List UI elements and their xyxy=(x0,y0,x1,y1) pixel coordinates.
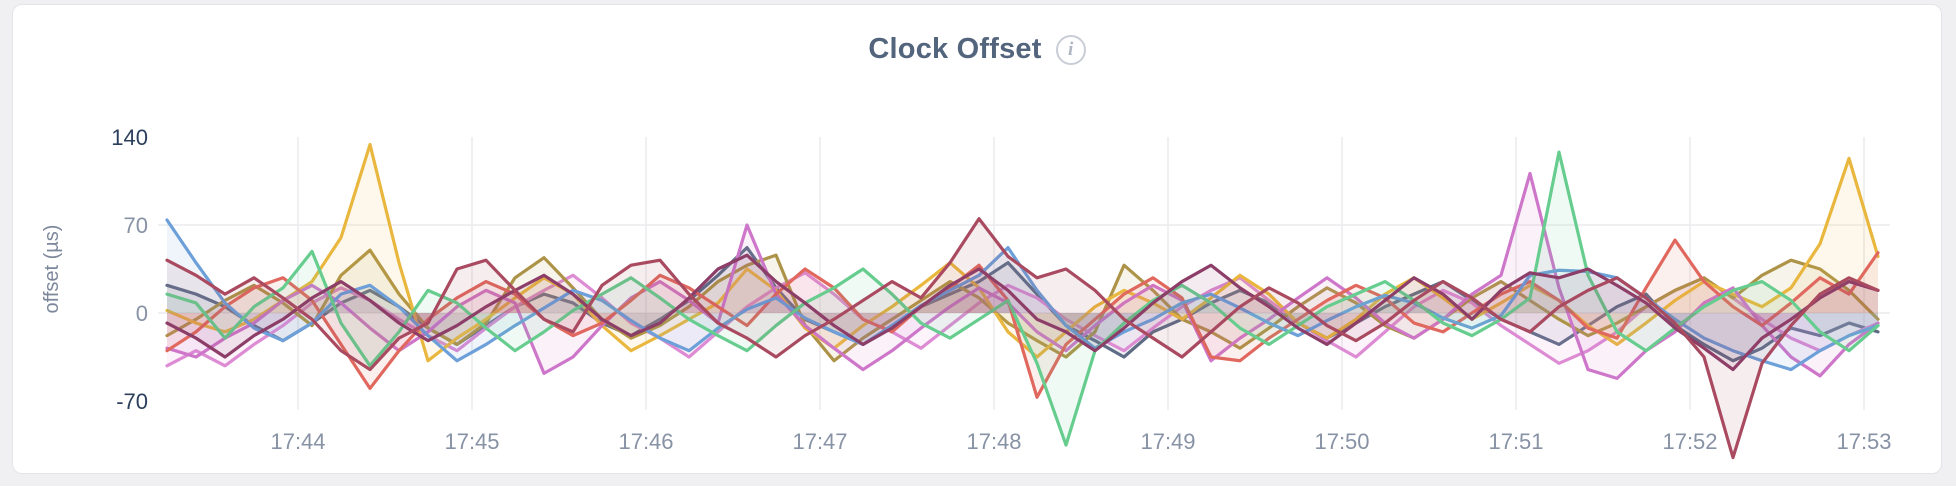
y-tick-label: 70 xyxy=(124,213,148,238)
series-line-maroon xyxy=(165,217,1880,460)
series-line-orchid xyxy=(165,171,1880,380)
x-tick-label: 17:49 xyxy=(1140,429,1195,454)
series-area-blue xyxy=(167,219,1878,370)
series-area-gold xyxy=(167,144,1878,361)
x-tick-label: 17:47 xyxy=(792,429,847,454)
series-area-salmon xyxy=(167,240,1878,398)
x-tick-label: 17:52 xyxy=(1662,429,1717,454)
chart-title: Clock Offset xyxy=(868,33,1042,65)
y-tick-label: 140 xyxy=(111,125,148,150)
axis-labels: 140 70 0 -70 17:44 17:45 17:46 17:47 17:48 17:49 1… xyxy=(41,125,1892,454)
x-tick-label: 17:45 xyxy=(444,429,499,454)
series-group xyxy=(165,142,1880,460)
x-tick-label: 17:44 xyxy=(270,429,325,454)
y-axis-title: offset (µs) xyxy=(41,225,63,314)
series-area-green xyxy=(167,152,1878,446)
x-tick-label: 17:46 xyxy=(618,429,673,454)
series-line-green xyxy=(165,150,1880,447)
x-tick-label: 17:53 xyxy=(1836,429,1891,454)
chart-header: Clock Offset i xyxy=(13,5,1941,66)
series-area-plum xyxy=(167,255,1878,370)
y-tick-label: 0 xyxy=(136,301,148,326)
series-line-pink xyxy=(165,271,1880,368)
y-tick-label: -70 xyxy=(116,389,148,414)
chart-card: Clock Offset i xyxy=(12,4,1942,474)
info-icon[interactable]: i xyxy=(1055,34,1086,65)
series-line-plum xyxy=(165,253,1880,372)
x-tick-label: 17:51 xyxy=(1488,429,1543,454)
x-tick-label: 17:50 xyxy=(1314,429,1369,454)
x-tick-label: 17:48 xyxy=(966,429,1021,454)
